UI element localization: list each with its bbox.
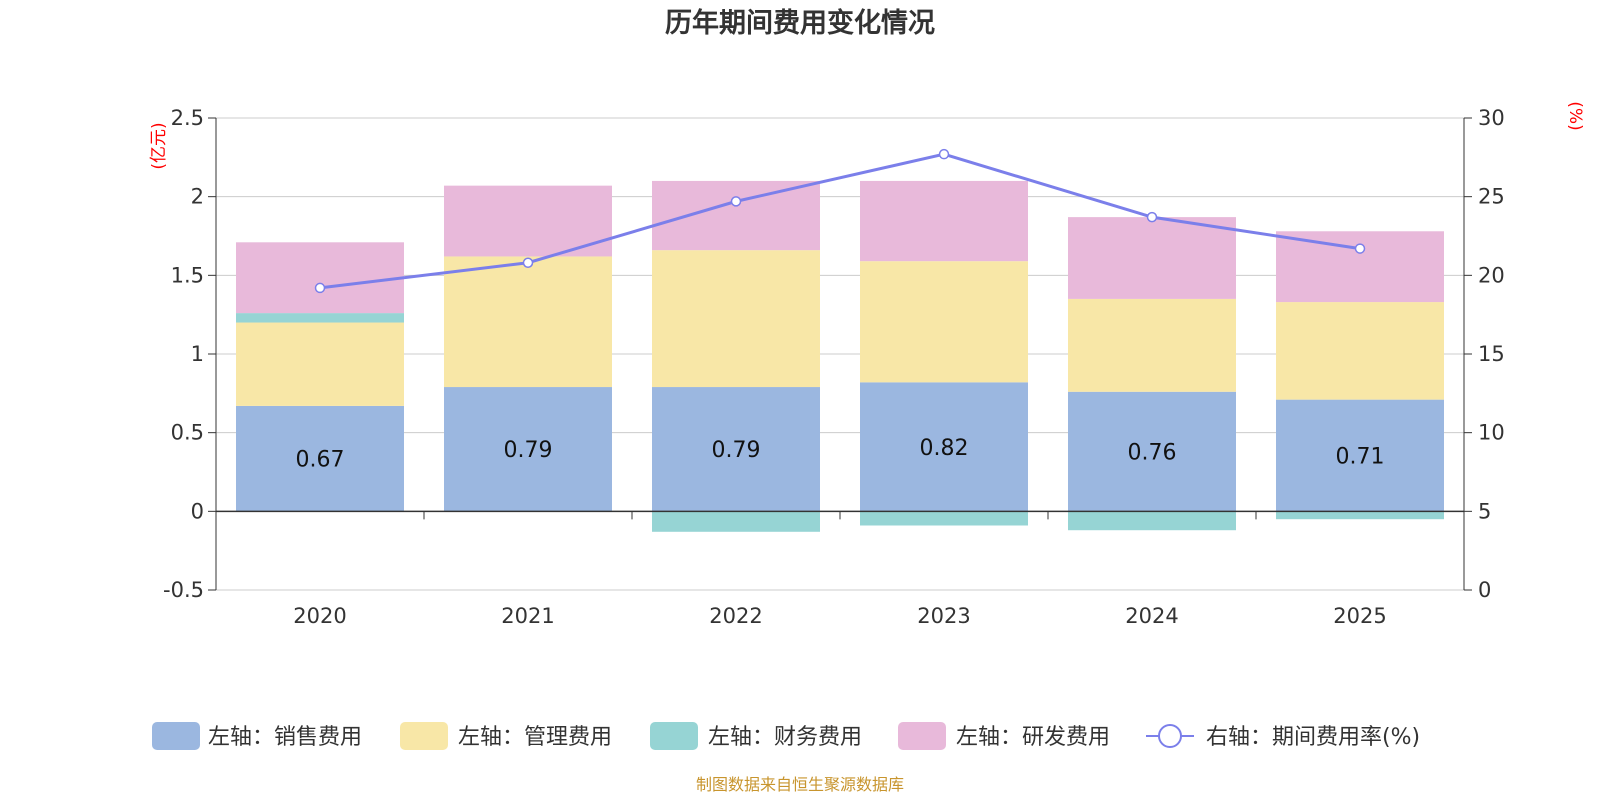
- x-axis-tick-label: 2023: [917, 604, 970, 628]
- x-axis-tick-label: 2025: [1333, 604, 1386, 628]
- legend-label: 右轴：期间费用率(%): [1206, 725, 1420, 750]
- rate-point-2020: [314, 282, 326, 294]
- bar-series: [236, 180, 1444, 532]
- bar-0-2022: [652, 387, 820, 512]
- x-axis-tick-label: 2021: [501, 604, 554, 628]
- bar-2-2024: [1068, 511, 1236, 531]
- bar-0-2021: [444, 387, 612, 512]
- bar-0-2020: [236, 405, 404, 512]
- right-axis-unit: (%): [1565, 101, 1585, 130]
- bar-2-2020: [236, 313, 404, 323]
- source-note: 制图数据来自恒生聚源数据库: [696, 775, 904, 794]
- bar-3-2023: [860, 180, 1028, 262]
- data-labels: 0.67 0.79 0.79 0.82 0.76 0.71: [296, 436, 1385, 473]
- rate-point-2022: [730, 196, 742, 207]
- bar-3-2025: [1276, 231, 1444, 303]
- left-axis-tick-label: 0: [191, 499, 204, 523]
- x-axis-tick-label: 2022: [709, 604, 762, 628]
- bar-2-2023: [860, 511, 1028, 526]
- x-axis-tick-label: 2020: [293, 604, 346, 628]
- legend-marker-swatch: [1158, 724, 1182, 748]
- right-axis-tick-label: 25: [1478, 185, 1505, 209]
- left-axis-tick-label: 2: [191, 185, 204, 209]
- legend-swatch: [400, 722, 448, 750]
- bar-3-2021: [444, 185, 612, 257]
- right-axis-tick-label: 30: [1478, 106, 1505, 130]
- legend-swatch: [650, 722, 698, 750]
- legend-label: 左轴：财务费用: [708, 725, 862, 750]
- left-axis-tick-label: 1: [191, 342, 204, 366]
- left-axis-tick-label: 0.5: [171, 421, 204, 445]
- bar-1-2024: [1068, 298, 1236, 392]
- left-axis-tick-label: 2.5: [171, 106, 204, 130]
- bar-1-2022: [652, 250, 820, 388]
- rate-line: [319, 152, 1361, 290]
- legend-swatch: [898, 722, 946, 750]
- rate-point-2021: [522, 257, 534, 268]
- bar-1-2023: [860, 261, 1028, 383]
- x-axis-tick-label: 2024: [1125, 604, 1178, 628]
- bar-value-label: 0.79: [504, 438, 553, 463]
- left-axis-tick-label: 1.5: [171, 263, 204, 287]
- legend-swatch: [152, 722, 200, 750]
- bar-0-2023: [860, 382, 1028, 512]
- right-axis-tick-label: 5: [1478, 499, 1491, 523]
- bar-0-2024: [1068, 391, 1236, 512]
- bar-0-2025: [1276, 399, 1444, 512]
- bar-2-2025: [1276, 511, 1444, 520]
- bar-value-label: 0.82: [920, 436, 969, 461]
- legend-label: 左轴：管理费用: [458, 725, 612, 750]
- legend: 左轴：销售费用 左轴：管理费用 左轴：财务费用 左轴：研发费用 右轴：期间费用率(%): [152, 722, 1420, 750]
- left-axis-tick-label: -0.5: [163, 578, 204, 602]
- bar-value-label: 0.76: [1128, 441, 1177, 466]
- bar-1-2020: [236, 322, 404, 406]
- bar-value-label: 0.71: [1336, 444, 1385, 469]
- bar-1-2021: [444, 256, 612, 388]
- legend-label: 左轴：销售费用: [208, 725, 362, 750]
- right-axis-tick-label: 10: [1478, 421, 1505, 445]
- rate-point-2025: [1354, 243, 1366, 254]
- chart-title: 历年期间费用变化情况: [665, 7, 935, 39]
- bar-3-2022: [652, 180, 820, 251]
- legend-label: 左轴：研发费用: [956, 725, 1110, 750]
- right-axis-tick-label: 0: [1478, 578, 1491, 602]
- bar-1-2025: [1276, 302, 1444, 400]
- bar-3-2020: [236, 242, 404, 314]
- bar-2-2022: [652, 511, 820, 532]
- rate-point-2023: [938, 148, 950, 160]
- right-axis-tick-label: 15: [1478, 342, 1505, 366]
- left-axis-unit: (亿元): [149, 122, 169, 169]
- bar-3-2024: [1068, 217, 1236, 299]
- rate-line-series: [314, 148, 1366, 294]
- bar-value-label: 0.79: [712, 438, 761, 463]
- rate-point-2024: [1146, 211, 1158, 223]
- bar-value-label: 0.67: [296, 448, 345, 473]
- right-axis-tick-label: 20: [1478, 263, 1505, 287]
